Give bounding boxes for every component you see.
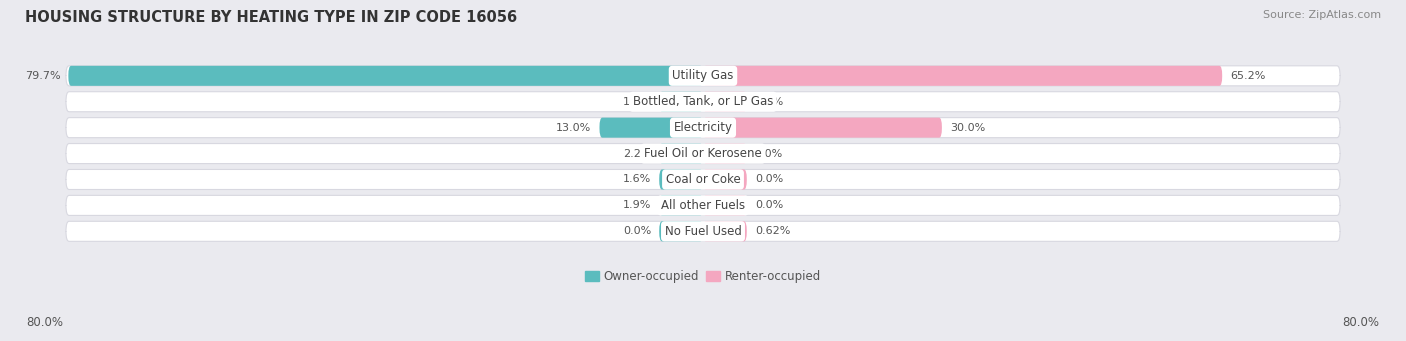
Text: 1.6%: 1.6% — [623, 175, 651, 184]
FancyBboxPatch shape — [703, 169, 747, 190]
Text: 0.0%: 0.0% — [755, 201, 783, 210]
FancyBboxPatch shape — [66, 118, 1340, 138]
FancyBboxPatch shape — [66, 144, 1340, 164]
Text: No Fuel Used: No Fuel Used — [665, 225, 741, 238]
FancyBboxPatch shape — [66, 169, 1340, 190]
Text: 30.0%: 30.0% — [950, 123, 986, 133]
Legend: Owner-occupied, Renter-occupied: Owner-occupied, Renter-occupied — [579, 265, 827, 288]
FancyBboxPatch shape — [703, 144, 747, 164]
Text: Bottled, Tank, or LP Gas: Bottled, Tank, or LP Gas — [633, 95, 773, 108]
Text: Coal or Coke: Coal or Coke — [665, 173, 741, 186]
FancyBboxPatch shape — [703, 118, 942, 138]
Text: 13.0%: 13.0% — [557, 123, 592, 133]
Text: 1.9%: 1.9% — [623, 201, 651, 210]
FancyBboxPatch shape — [703, 66, 1222, 86]
FancyBboxPatch shape — [703, 195, 747, 216]
Text: 65.2%: 65.2% — [1230, 71, 1265, 81]
FancyBboxPatch shape — [659, 169, 703, 190]
FancyBboxPatch shape — [703, 221, 747, 241]
Text: 3.1%: 3.1% — [755, 97, 783, 107]
FancyBboxPatch shape — [66, 195, 1340, 216]
Text: Fuel Oil or Kerosene: Fuel Oil or Kerosene — [644, 147, 762, 160]
Text: 1.0%: 1.0% — [755, 149, 783, 159]
Text: 0.0%: 0.0% — [755, 175, 783, 184]
Text: 80.0%: 80.0% — [1343, 316, 1379, 329]
Text: All other Fuels: All other Fuels — [661, 199, 745, 212]
Text: 79.7%: 79.7% — [25, 71, 60, 81]
Text: Utility Gas: Utility Gas — [672, 69, 734, 82]
Text: 80.0%: 80.0% — [27, 316, 63, 329]
FancyBboxPatch shape — [599, 118, 703, 138]
Text: 2.2%: 2.2% — [623, 149, 651, 159]
FancyBboxPatch shape — [69, 66, 703, 86]
FancyBboxPatch shape — [659, 144, 703, 164]
Text: 0.0%: 0.0% — [623, 226, 651, 236]
Text: Source: ZipAtlas.com: Source: ZipAtlas.com — [1263, 10, 1381, 20]
FancyBboxPatch shape — [659, 195, 703, 216]
FancyBboxPatch shape — [659, 221, 703, 241]
FancyBboxPatch shape — [659, 92, 703, 112]
Text: Electricity: Electricity — [673, 121, 733, 134]
Text: 0.62%: 0.62% — [755, 226, 790, 236]
FancyBboxPatch shape — [703, 92, 747, 112]
Text: 1.7%: 1.7% — [623, 97, 651, 107]
FancyBboxPatch shape — [66, 66, 1340, 86]
FancyBboxPatch shape — [66, 221, 1340, 241]
FancyBboxPatch shape — [66, 92, 1340, 112]
Text: HOUSING STRUCTURE BY HEATING TYPE IN ZIP CODE 16056: HOUSING STRUCTURE BY HEATING TYPE IN ZIP… — [25, 10, 517, 25]
